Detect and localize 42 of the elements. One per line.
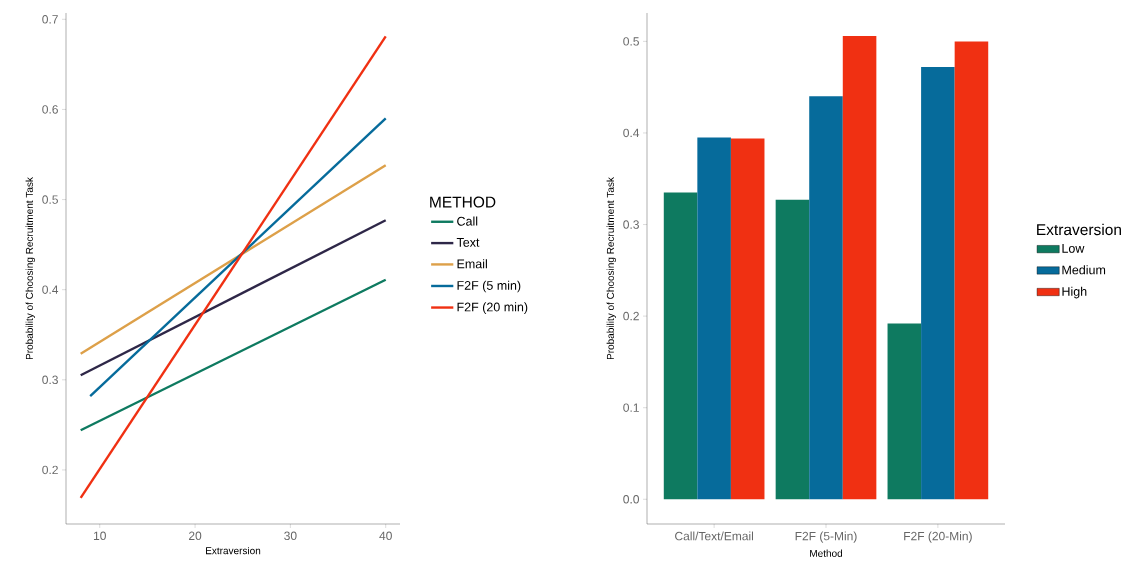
legend-label: Medium: [1062, 265, 1106, 275]
bar: [842, 35, 877, 500]
y-tick-label: 0.3: [42, 375, 58, 385]
x-tick-label: 20: [188, 531, 202, 541]
bar: [954, 41, 989, 500]
y-tick-label: 0.5: [623, 37, 639, 46]
x-tick-label: F2F (20-Min): [904, 531, 972, 543]
x-tick-label: 30: [284, 531, 297, 541]
legend-label: Low: [1062, 244, 1085, 253]
y-tick-label: 0.1: [623, 403, 639, 412]
y-tick-label: 0.6: [42, 105, 58, 114]
y-axis-title: Probability of Choosing Recruitment Task: [606, 177, 616, 360]
bar: [663, 192, 698, 500]
bar: [809, 96, 843, 500]
x-tick-label: F2F (5-Min): [795, 531, 857, 543]
bar: [887, 323, 922, 500]
legend-label: Text: [456, 238, 480, 247]
x-tick-label: 40: [379, 531, 392, 541]
legend-title: Extraversion: [1037, 223, 1121, 236]
y-tick-label: 0.0: [623, 495, 640, 504]
bar: [697, 137, 731, 500]
bar: [921, 67, 955, 500]
y-tick-label: 0.2: [623, 311, 639, 321]
x-tick-label: Call/Text/Email: [675, 531, 754, 541]
legend-label: F2F (5 min): [457, 280, 521, 293]
bar: [775, 199, 810, 500]
legend-label: F2F (20 min): [457, 302, 528, 314]
y-tick-label: 0.4: [42, 285, 59, 294]
x-axis-title: Method: [810, 549, 843, 557]
legend-label: Email: [457, 259, 487, 269]
y-axis-title: Probability of Choosing Recruitment Task: [25, 177, 35, 360]
legend-title: METHOD: [430, 196, 496, 208]
x-tick-label: 10: [93, 531, 106, 541]
y-tick-label: 0.5: [42, 195, 58, 204]
legend-label: High: [1062, 286, 1087, 299]
y-tick-label: 0.7: [42, 15, 58, 24]
bar: [730, 138, 765, 500]
y-tick-label: 0.4: [623, 128, 640, 138]
y-tick-label: 0.2: [42, 465, 58, 475]
x-axis-title: Extraversion: [206, 546, 261, 555]
y-tick-label: 0.3: [623, 220, 639, 229]
legend-label: Call: [457, 216, 478, 226]
